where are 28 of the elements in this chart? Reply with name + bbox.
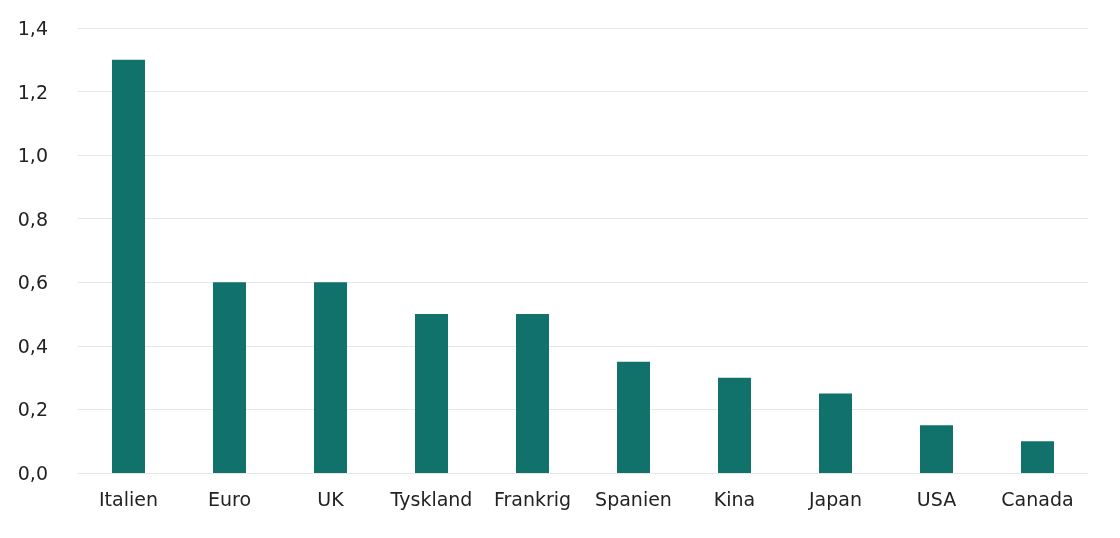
x-tick-label: Spanien [595, 487, 672, 510]
bar [314, 282, 347, 473]
bar [819, 393, 852, 473]
y-tick-label: 1,0 [17, 144, 48, 167]
x-tick-label: Euro [207, 487, 252, 510]
x-tick-label: USA [916, 487, 957, 510]
y-tick-label: 0,0 [17, 462, 48, 484]
x-tick-label: Italien [99, 487, 158, 510]
y-tick-label: 1,2 [17, 80, 48, 103]
bar [1021, 441, 1054, 473]
bar [213, 282, 246, 473]
y-tick-label: 0,2 [17, 398, 48, 421]
bar [112, 59, 145, 473]
y-tick-label: 0,4 [17, 334, 48, 357]
y-tick-label: 0,6 [17, 271, 48, 294]
x-tick-label: Tyskland [389, 487, 473, 510]
x-tick-label: Kina [713, 487, 756, 510]
x-tick-label: Canada [1001, 487, 1074, 510]
x-tick-label: UK [317, 487, 345, 510]
y-tick-label: 0,8 [17, 207, 48, 230]
bar [920, 425, 953, 473]
y-tick-label: 1,4 [17, 17, 48, 39]
x-tick-label: Japan [808, 487, 862, 510]
bar [617, 361, 650, 473]
bar [415, 314, 448, 473]
bar [516, 314, 549, 473]
bar [718, 377, 751, 473]
x-tick-label: Frankrig [493, 487, 572, 510]
